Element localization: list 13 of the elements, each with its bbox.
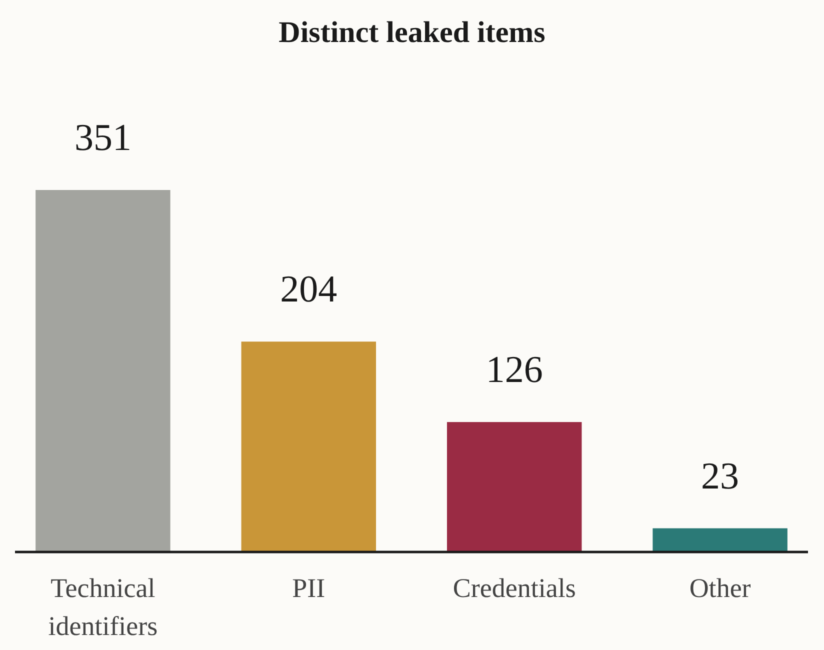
x-tick-label: PII (292, 573, 326, 603)
data-label: 23 (701, 455, 740, 498)
x-tick-label: Technical identifiers (48, 573, 158, 641)
x-tick-label: Credentials (452, 573, 576, 603)
bar (36, 190, 170, 552)
data-label: 204 (280, 268, 338, 311)
data-label: 126 (486, 349, 543, 392)
bar (241, 342, 376, 552)
bar (652, 528, 788, 552)
x-tick-label: Other (689, 573, 751, 603)
bar (446, 422, 582, 552)
chart-title: Distinct leaked items (278, 16, 546, 49)
data-label: 351 (74, 117, 132, 159)
